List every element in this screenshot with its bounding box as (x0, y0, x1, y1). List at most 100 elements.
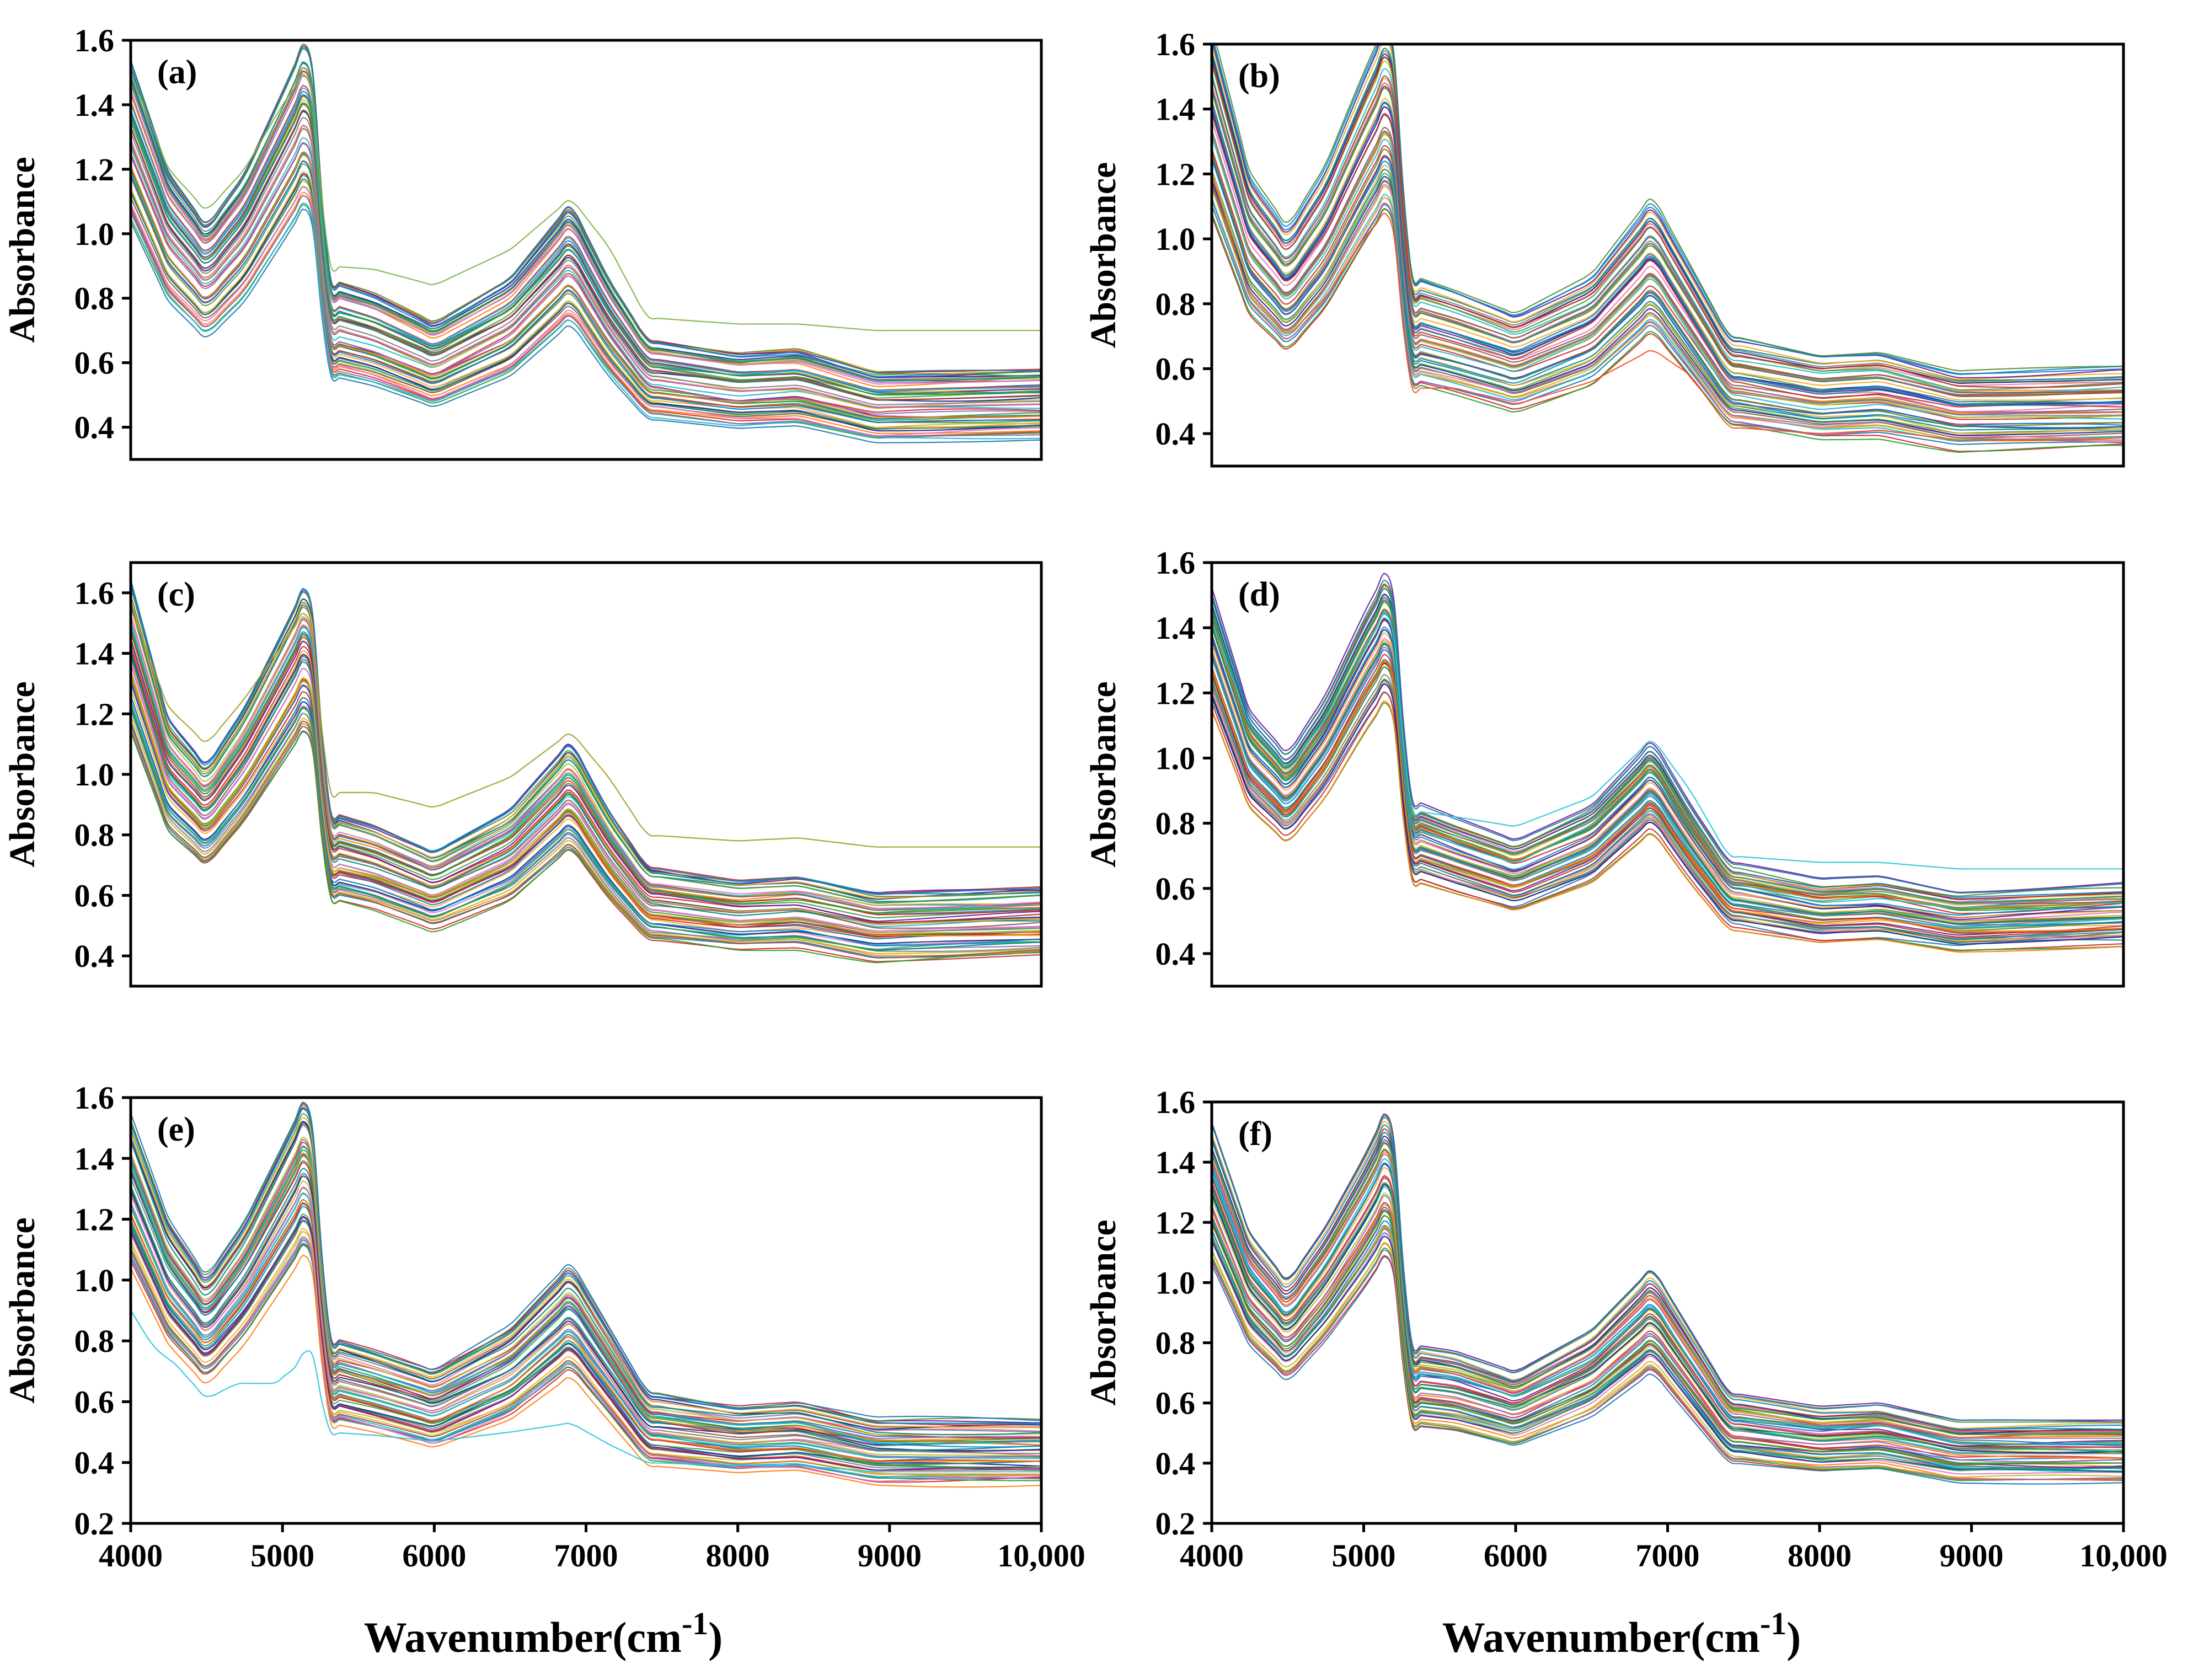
spectrum-line (131, 1109, 1041, 1424)
spectrum-line (131, 46, 1041, 378)
y-tick-label: 1.0 (1155, 740, 1196, 776)
panel-label: (c) (157, 576, 195, 613)
panel-label: (a) (157, 53, 197, 91)
y-tick-label: 0.4 (1155, 936, 1196, 972)
y-tick-label: 1.6 (1155, 26, 1196, 62)
y-tick-label: 0.4 (1155, 416, 1196, 452)
spectrum-line (1212, 1136, 2123, 1433)
y-tick-label: 1.0 (74, 1262, 115, 1298)
y-tick-label: 1.4 (74, 87, 115, 123)
spectrum-line (131, 1107, 1041, 1423)
y-tick-label: 0.6 (74, 1384, 115, 1420)
spectrum-line (1212, 574, 2123, 892)
y-tick-label: 1.2 (1155, 156, 1196, 192)
y-axis-title: Absorbance (2, 681, 42, 867)
spectrum-line (1212, 156, 2123, 425)
y-tick-label: 1.2 (74, 152, 115, 188)
x-tick-label: 6000 (1484, 1538, 1548, 1574)
y-tick-label: 1.4 (1155, 610, 1196, 646)
superscript-exponent: -1 (1760, 1606, 1786, 1641)
x-tick-label: 9000 (858, 1538, 922, 1574)
x-tick-label: 8000 (706, 1538, 770, 1574)
spectrum-line (131, 68, 1041, 384)
panel-label: (d) (1238, 576, 1280, 613)
y-tick-label: 0.8 (1155, 806, 1196, 842)
y-tick-label: 1.6 (74, 23, 115, 58)
y-tick-label: 0.6 (1155, 871, 1196, 907)
spectra-group (1212, 24, 2123, 452)
y-tick-label: 1.2 (1155, 1205, 1196, 1240)
x-axis-title-right: Wavenumber(cm-1) (1442, 1606, 1801, 1661)
y-tick-label: 0.6 (74, 878, 115, 913)
y-tick-label: 0.4 (1155, 1446, 1196, 1481)
x-tick-label: 7000 (554, 1538, 618, 1574)
y-tick-label: 1.0 (74, 216, 115, 252)
x-tick-label: 9000 (1940, 1538, 2004, 1574)
x-axis-title-left: Wavenumber(cm-1) (364, 1606, 723, 1661)
y-tick-label: 1.4 (1155, 1144, 1196, 1180)
y-tick-label: 1.6 (1155, 545, 1196, 581)
y-tick-label: 1.6 (74, 575, 115, 611)
y-tick-label: 0.4 (74, 410, 115, 446)
x-tick-label: 4000 (1180, 1538, 1244, 1574)
y-tick-label: 0.8 (74, 817, 115, 853)
spectrum-line (131, 1220, 1041, 1470)
x-tick-label: 6000 (402, 1538, 466, 1574)
spectrum-line (131, 111, 1041, 400)
y-tick-label: 1.6 (74, 1080, 115, 1116)
panel-a: 0.4 0.6 0.8 1.0 1.2 1.4 1.6 (a) Absorbance (2, 23, 1041, 459)
x-tick-label: 10,000 (997, 1538, 1085, 1574)
x-tick-label: 5000 (1332, 1538, 1396, 1574)
y-tick-label: 0.4 (74, 1445, 115, 1481)
spectrum-line (131, 111, 1041, 402)
spectrum-line (1212, 598, 2123, 902)
spectrum-line (131, 48, 1041, 377)
y-tick-label: 1.2 (74, 1202, 115, 1238)
x-tick-label: 4000 (99, 1538, 163, 1574)
y-tick-label: 1.6 (1155, 1084, 1196, 1120)
y-axis-title: Absorbance (1083, 681, 1124, 867)
spectrum-line (1212, 595, 2123, 904)
outlier-spectrum-line (131, 1310, 1041, 1472)
spectrum-line (1212, 580, 2123, 893)
superscript-exponent: -1 (682, 1606, 708, 1641)
panel-d: 0.4 0.6 0.8 1.0 1.2 1.4 1.6 (d) Absorbance (1083, 545, 2123, 986)
y-tick-label: 0.2 (74, 1506, 115, 1542)
y-tick-label: 0.8 (74, 281, 115, 317)
y-tick-label: 1.4 (74, 1141, 115, 1176)
x-tick-label: 5000 (250, 1538, 314, 1574)
panel-label: (b) (1238, 57, 1280, 95)
spectra-group (1212, 1114, 2123, 1484)
y-tick-label: 1.0 (1155, 221, 1196, 257)
y-tick-label: 1.4 (1155, 92, 1196, 127)
y-axis-title: Absorbance (2, 1217, 42, 1403)
y-tick-label: 1.4 (74, 636, 115, 672)
panel-b: 0.40.60.81.01.21.41.6(b)Absorbance (1083, 24, 2123, 466)
panel-c: 0.4 0.6 0.8 1.0 1.2 1.4 1.6 (c) Absorbance (2, 563, 1041, 986)
y-axis-title: Absorbance (2, 157, 42, 343)
spectrum-line (131, 76, 1041, 382)
spectrum-line (131, 696, 1041, 944)
y-tick-label: 1.0 (74, 757, 115, 793)
y-tick-label: 0.8 (1155, 1325, 1196, 1361)
y-tick-label: 0.6 (74, 345, 115, 381)
y-tick-label: 0.6 (1155, 1385, 1196, 1421)
spectra-group (131, 44, 1041, 443)
y-tick-label: 0.6 (1155, 351, 1196, 387)
y-tick-label: 1.2 (1155, 675, 1196, 711)
x-tick-label: 8000 (1788, 1538, 1852, 1574)
y-tick-label: 0.4 (74, 938, 115, 974)
spectrum-line (1212, 603, 2123, 905)
spectra-group (1212, 574, 2123, 953)
y-tick-label: 0.2 (1155, 1506, 1196, 1542)
y-tick-label: 1.2 (74, 696, 115, 732)
panel-label: (e) (157, 1111, 195, 1148)
y-tick-label: 0.8 (1155, 286, 1196, 322)
spectrum-line (1212, 1139, 2123, 1432)
spectrum-line (1212, 40, 2123, 379)
spectra-group (131, 580, 1041, 963)
x-tick-label: 7000 (1636, 1538, 1700, 1574)
